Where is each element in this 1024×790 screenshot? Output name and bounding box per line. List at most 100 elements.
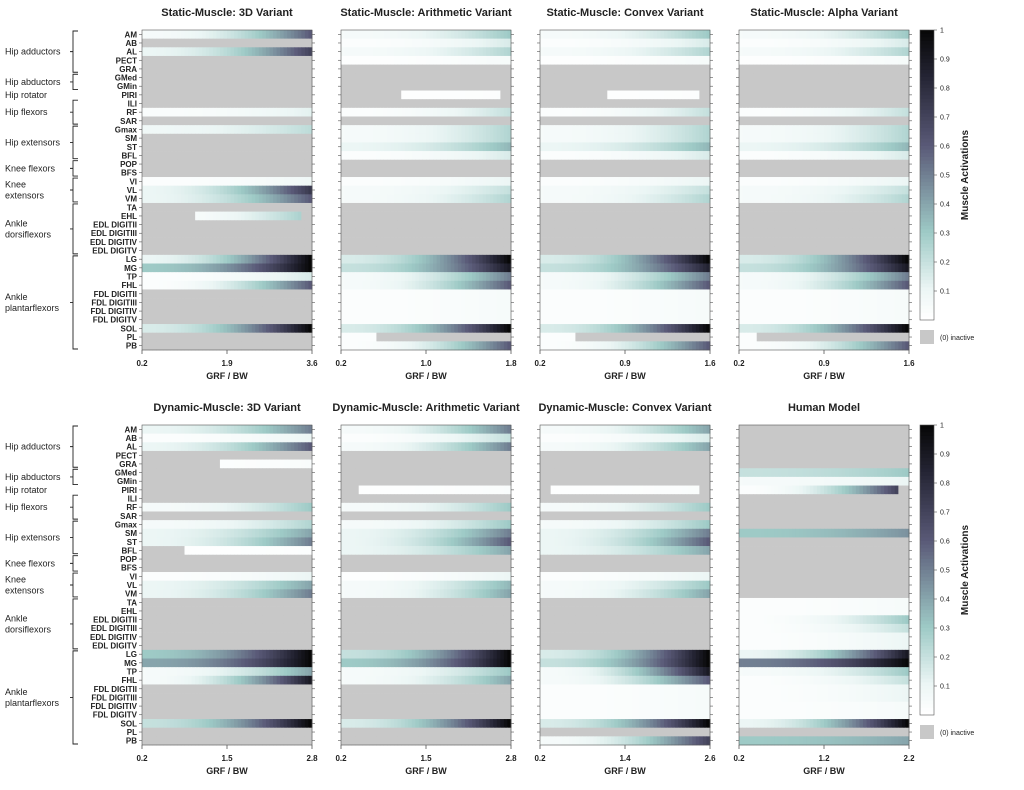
heatmap-cell (184, 30, 189, 39)
heatmap-cell (436, 254, 441, 264)
heatmap-cell (625, 125, 629, 135)
heatmap-cell (290, 220, 295, 230)
heatmap-cell (610, 81, 615, 91)
heatmap-cell (418, 64, 423, 74)
heatmap-cell (145, 185, 150, 195)
heatmap-cell (237, 64, 242, 74)
heatmap-cell (248, 332, 253, 342)
heatmap-cell (358, 38, 363, 48)
heatmap-cell (408, 81, 413, 91)
heatmap-cell (280, 133, 285, 143)
heatmap-cell (621, 64, 626, 74)
heatmap-cell (418, 332, 423, 342)
heatmap-cell (617, 211, 622, 221)
heatmap-cell (379, 107, 384, 117)
heatmap-cell (646, 194, 651, 204)
heatmap-cell (358, 185, 363, 195)
heatmap-cell (610, 211, 615, 221)
heatmap-cell (543, 30, 548, 39)
heatmap-cell (379, 125, 384, 135)
heatmap-cell (596, 246, 601, 256)
heatmap-cell (550, 142, 555, 152)
heatmap-cell (461, 185, 466, 195)
heatmap-cell (681, 55, 686, 65)
heatmap-cell (280, 246, 285, 256)
heatmap-cell (159, 332, 164, 342)
heatmap-cell (166, 90, 171, 100)
heatmap-cell (376, 341, 381, 351)
heatmap-cell (656, 116, 661, 126)
heatmap-cell (433, 272, 438, 282)
heatmap-cell (486, 254, 491, 264)
heatmap-cell (671, 90, 675, 100)
heatmap-cell (674, 228, 679, 238)
heatmap-cell (706, 81, 711, 91)
heatmap-cell (308, 64, 313, 74)
heatmap-cell (653, 202, 658, 212)
heatmap-cell (575, 38, 580, 48)
heatmap-cell (223, 289, 228, 299)
heatmap-cell (639, 133, 644, 143)
heatmap-cell (422, 289, 427, 299)
heatmap-cell (557, 99, 562, 109)
heatmap-cell (258, 254, 263, 264)
heatmap-cell (390, 142, 395, 152)
heatmap-cell (290, 341, 295, 351)
heatmap-cell (280, 315, 285, 325)
heatmap-cell (639, 211, 644, 221)
heatmap-cell (411, 142, 416, 152)
heatmap-cell (614, 38, 619, 48)
heatmap-cell (390, 116, 395, 126)
heatmap-cell (163, 289, 168, 299)
heatmap-cell (699, 151, 704, 161)
heatmap-cell (550, 73, 555, 83)
heatmap-cell (255, 151, 260, 161)
heatmap-cell (258, 306, 263, 316)
heatmap-cell (166, 55, 171, 65)
heatmap-cell (401, 125, 406, 135)
heatmap-cell (237, 254, 242, 264)
heatmap-cell (394, 159, 399, 169)
heatmap-cell (170, 332, 175, 342)
heatmap-cell (241, 99, 246, 109)
heatmap-cell (365, 254, 370, 264)
heatmap-cell (479, 324, 484, 333)
heatmap-cell (447, 246, 452, 256)
heatmap-cell (589, 81, 594, 91)
heatmap-cell (561, 237, 566, 247)
heatmap-cell (276, 211, 281, 221)
heatmap-cell (216, 220, 221, 230)
heatmap-cell (290, 177, 295, 186)
heatmap-cell (699, 99, 704, 109)
heatmap-cell (600, 159, 605, 169)
heatmap-cell (251, 47, 256, 57)
heatmap-cell (351, 280, 356, 290)
heatmap-cell (387, 211, 391, 221)
heatmap-cell (184, 73, 189, 83)
heatmap-cell (294, 263, 299, 273)
heatmap-cell (489, 324, 494, 333)
heatmap-cell (561, 99, 566, 109)
heatmap-cell (258, 90, 263, 100)
heatmap-cell (219, 211, 224, 221)
heatmap-cell (365, 263, 370, 273)
heatmap-cell (461, 90, 466, 100)
heatmap-cell (472, 289, 476, 299)
heatmap-cell (195, 315, 200, 325)
heatmap-cell (188, 81, 192, 91)
heatmap-cell (191, 228, 196, 238)
heatmap-cell (450, 73, 455, 83)
heatmap-cell (390, 324, 395, 333)
heatmap-cell (603, 64, 608, 74)
heatmap-cell (163, 38, 168, 48)
heatmap-cell (341, 81, 345, 91)
heatmap-cell (692, 73, 697, 83)
heatmap-cell (454, 90, 459, 100)
heatmap-cell (237, 47, 242, 57)
heatmap-cell (681, 228, 686, 238)
heatmap-cell (692, 107, 697, 117)
heatmap-cell (479, 99, 484, 109)
heatmap-cell (376, 254, 381, 264)
heatmap-cell (706, 228, 711, 238)
heatmap-cell (454, 211, 459, 221)
